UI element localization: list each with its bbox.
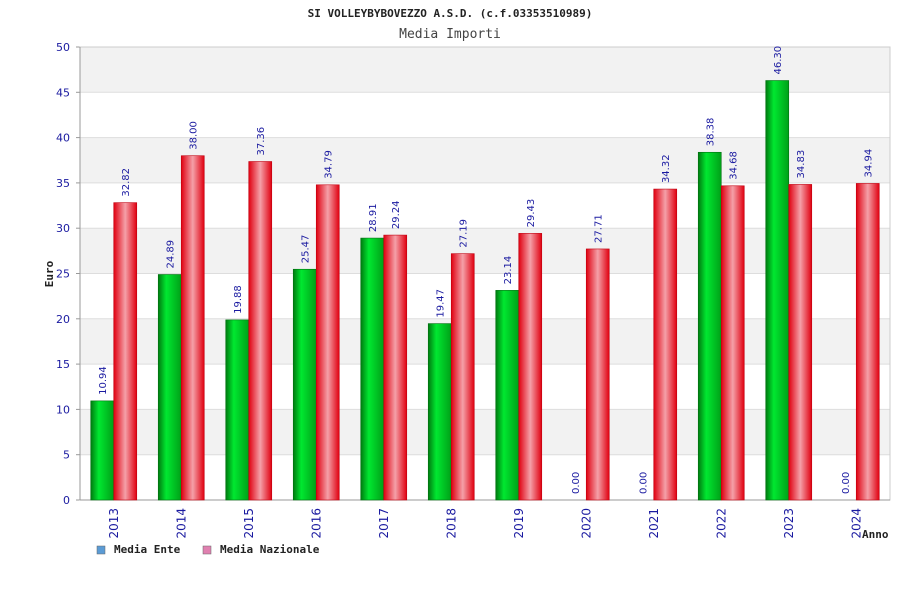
data-label: 34.94 bbox=[864, 149, 875, 178]
data-label: 28.91 bbox=[368, 203, 379, 232]
bar-media-nazionale bbox=[855, 183, 880, 501]
bar-media-ente bbox=[292, 268, 317, 501]
grid-band bbox=[80, 92, 890, 138]
chart-title: SI VOLLEYBYBOVEZZO A.S.D. (c.f.033535109… bbox=[308, 7, 593, 20]
bar-media-nazionale bbox=[720, 185, 745, 501]
data-label: 38.38 bbox=[706, 118, 717, 147]
data-label: 34.68 bbox=[729, 151, 740, 180]
x-axis-label: Anno bbox=[862, 528, 889, 541]
bar-media-ente bbox=[90, 400, 115, 501]
x-tick-label: 2014 bbox=[174, 508, 188, 539]
data-label: 34.79 bbox=[324, 150, 335, 179]
grid-band bbox=[80, 137, 890, 183]
y-tick-label: 45 bbox=[56, 86, 70, 99]
chart-subtitle: Media Importi bbox=[399, 27, 501, 42]
data-label: 19.47 bbox=[436, 289, 447, 318]
grid-band bbox=[80, 318, 890, 365]
x-tick-label: 2017 bbox=[377, 508, 391, 539]
data-label: 27.71 bbox=[594, 214, 605, 243]
y-tick-label: 20 bbox=[56, 313, 70, 326]
grid-band bbox=[80, 182, 890, 229]
data-label: 46.30 bbox=[773, 46, 784, 75]
x-tick-label: 2021 bbox=[647, 508, 661, 539]
bar-media-ente bbox=[360, 237, 385, 501]
legend-swatch-media-ente bbox=[96, 545, 106, 555]
legend-label-media-ente: Media Ente bbox=[114, 543, 181, 556]
grid-band bbox=[80, 228, 890, 274]
y-tick-label: 50 bbox=[56, 41, 70, 54]
x-tick-label: 2018 bbox=[444, 508, 458, 539]
bar-media-nazionale bbox=[248, 161, 273, 501]
bar-media-nazionale bbox=[788, 184, 813, 501]
x-tick-label: 2020 bbox=[579, 508, 593, 539]
y-tick-label: 40 bbox=[56, 132, 70, 145]
legend: Media Ente Media Nazionale bbox=[96, 543, 320, 556]
data-label: 0.00 bbox=[571, 472, 582, 494]
data-label: 0.00 bbox=[638, 472, 649, 494]
bar-media-ente bbox=[427, 323, 452, 501]
data-label: 37.36 bbox=[256, 127, 267, 156]
plot-area: 0 5 10 15 20 25 30 35 40 45 50 10.94 32.82 2013 24.89 3… bbox=[56, 41, 891, 539]
grid-band bbox=[80, 47, 890, 93]
bar-media-nazionale bbox=[180, 155, 205, 501]
bar-media-nazionale bbox=[585, 248, 610, 501]
y-tick-label: 10 bbox=[56, 403, 70, 416]
y-tick-label: 35 bbox=[56, 177, 70, 190]
y-tick-label: 25 bbox=[56, 268, 70, 281]
grid-band bbox=[80, 273, 890, 319]
bar-media-nazionale bbox=[383, 234, 408, 501]
data-label: 0.00 bbox=[841, 472, 852, 494]
y-tick-label: 15 bbox=[56, 358, 70, 371]
bar-media-ente bbox=[225, 319, 250, 501]
data-label: 19.88 bbox=[233, 285, 244, 314]
bar-media-nazionale bbox=[653, 188, 678, 501]
bar-media-ente bbox=[765, 80, 790, 501]
data-label: 27.19 bbox=[459, 219, 470, 248]
data-label: 38.00 bbox=[189, 121, 200, 150]
x-tick-label: 2023 bbox=[782, 508, 796, 539]
y-tick-label: 0 bbox=[63, 494, 70, 507]
x-tick-label: 2019 bbox=[512, 508, 526, 539]
legend-label-media-nazionale: Media Nazionale bbox=[220, 543, 320, 556]
bar-media-ente bbox=[697, 151, 722, 501]
data-label: 10.94 bbox=[98, 366, 109, 395]
bar-media-nazionale bbox=[450, 253, 475, 501]
x-tick-label: 2015 bbox=[242, 508, 256, 539]
data-label: 24.89 bbox=[166, 240, 177, 269]
data-label: 23.14 bbox=[503, 256, 514, 285]
data-label: 29.43 bbox=[526, 199, 537, 228]
bar-media-ente bbox=[157, 274, 182, 501]
grid-band bbox=[80, 409, 890, 455]
bar-media-nazionale bbox=[315, 184, 340, 501]
bar-media-ente bbox=[495, 290, 520, 501]
x-tick-label: 2016 bbox=[309, 508, 323, 539]
data-label: 34.32 bbox=[661, 154, 672, 183]
grid-band bbox=[80, 454, 890, 500]
y-tick-label: 30 bbox=[56, 222, 70, 235]
y-tick-label: 5 bbox=[63, 449, 70, 462]
grid-band bbox=[80, 364, 890, 410]
bar-media-nazionale bbox=[113, 202, 138, 501]
x-tick-label: 2022 bbox=[714, 508, 728, 539]
bar-media-nazionale bbox=[518, 233, 543, 501]
data-label: 25.47 bbox=[301, 235, 312, 264]
data-label: 32.82 bbox=[121, 168, 132, 197]
x-tick-label: 2013 bbox=[107, 508, 121, 539]
x-tick-label: 2024 bbox=[849, 508, 863, 539]
legend-swatch-media-nazionale bbox=[202, 545, 212, 555]
data-label: 34.83 bbox=[796, 150, 807, 179]
y-axis-label: Euro bbox=[43, 260, 56, 287]
data-label: 29.24 bbox=[391, 200, 402, 229]
